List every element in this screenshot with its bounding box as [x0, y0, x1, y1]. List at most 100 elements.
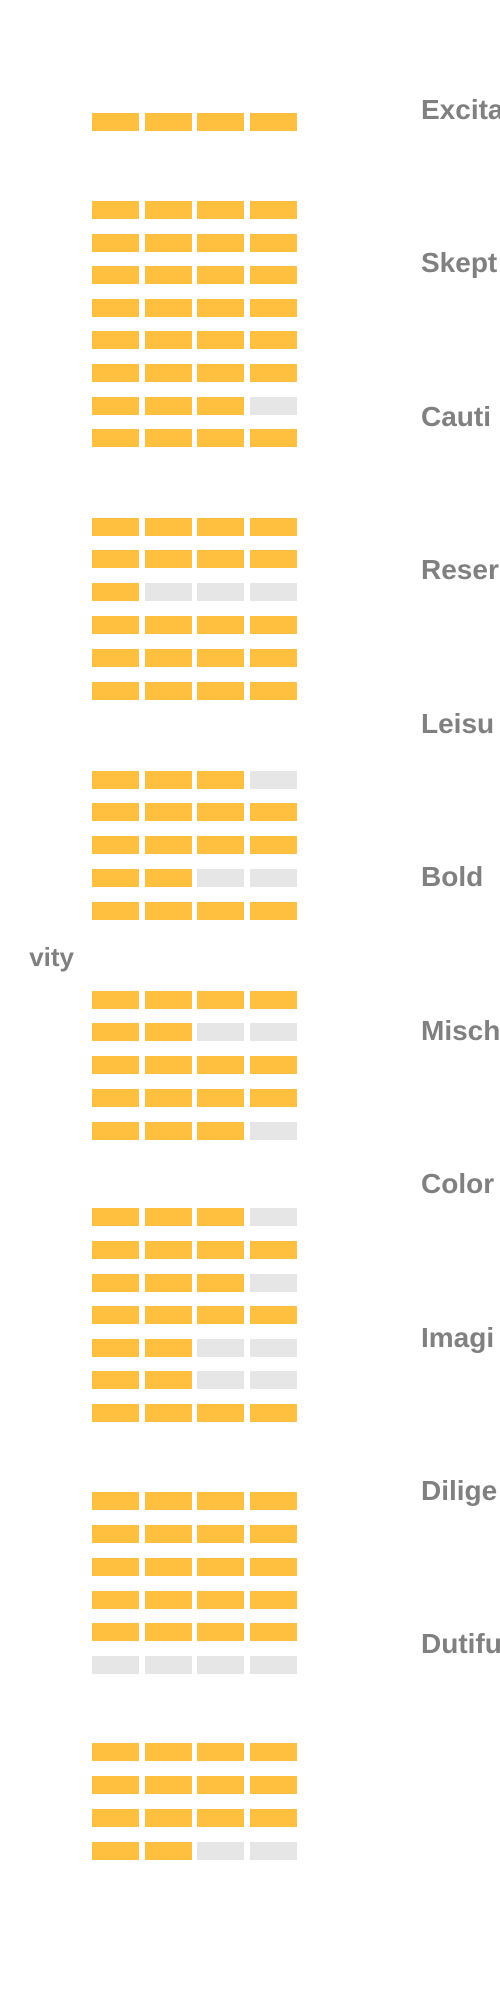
scale-segment-filled: [145, 616, 192, 634]
scale-segment-filled: [250, 836, 297, 854]
scale-segment-filled: [197, 1241, 244, 1259]
right-section-title: Excita: [421, 94, 500, 125]
scale-segment-filled: [92, 1525, 139, 1543]
scale-segment-filled: [250, 113, 297, 131]
scale-segment-filled: [250, 991, 297, 1009]
scale-segment-filled: [197, 1208, 244, 1226]
scale-segment-empty: [250, 583, 297, 601]
scale-segment-filled: [92, 836, 139, 854]
right-section-title: Misch: [421, 1015, 500, 1046]
scale-segment-empty: [197, 1656, 244, 1674]
scale-segment-filled: [145, 299, 192, 317]
scale-segment-filled: [197, 1056, 244, 1074]
scale-segment-empty: [197, 1842, 244, 1860]
scale-segment-empty: [250, 1842, 297, 1860]
scale-segment-filled: [197, 234, 244, 252]
scale-segment-filled: [197, 803, 244, 821]
scale-segment-filled: [250, 1525, 297, 1543]
scale-segment-filled: [250, 1558, 297, 1576]
scale-segment-filled: [197, 1558, 244, 1576]
scale-segment-empty: [197, 869, 244, 887]
scale-segment-filled: [197, 1623, 244, 1641]
scale-segment-filled: [145, 1241, 192, 1259]
scale-segment-filled: [197, 518, 244, 536]
scale-segment-filled: [250, 1306, 297, 1324]
scale-segment-filled: [92, 869, 139, 887]
scale-segment-filled: [250, 1809, 297, 1827]
scale-segment-filled: [197, 1404, 244, 1422]
scale-segment-empty: [250, 1208, 297, 1226]
scale-segment-filled: [145, 1089, 192, 1107]
scale-segment-filled: [145, 1404, 192, 1422]
scale-segment-filled: [92, 429, 139, 447]
scale-segment-filled: [92, 649, 139, 667]
right-section-title: Bold: [421, 861, 484, 892]
scale-segment-filled: [197, 1492, 244, 1510]
scale-segment-filled: [92, 583, 139, 601]
scale-segment-filled: [250, 1591, 297, 1609]
scale-segment-filled: [197, 1591, 244, 1609]
scale-segment-filled: [145, 1056, 192, 1074]
scale-segment-filled: [92, 113, 139, 131]
scale-segment-filled: [92, 1776, 139, 1794]
scale-segment-empty: [145, 583, 192, 601]
scale-segment-filled: [92, 397, 139, 415]
scale-segment-empty: [197, 583, 244, 601]
scale-segment-filled: [250, 682, 297, 700]
scale-segment-filled: [145, 113, 192, 131]
scale-segment-filled: [250, 1056, 297, 1074]
scale-segment-filled: [145, 649, 192, 667]
scale-segment-empty: [250, 1656, 297, 1674]
scale-segment-filled: [92, 266, 139, 284]
scale-segment-filled: [92, 1023, 139, 1041]
scale-segment-filled: [250, 1776, 297, 1794]
scale-segment-filled: [145, 1558, 192, 1576]
scale-segment-filled: [250, 1743, 297, 1761]
scale-segment-filled: [197, 1776, 244, 1794]
scale-segment-filled: [197, 836, 244, 854]
scale-segment-filled: [145, 1339, 192, 1357]
scale-segment-filled: [145, 1274, 192, 1292]
scale-segment-filled: [250, 1241, 297, 1259]
scale-segment-filled: [145, 1306, 192, 1324]
right-section-title: Dutifu: [421, 1628, 500, 1659]
scale-segment-filled: [250, 299, 297, 317]
scale-segment-filled: [92, 1623, 139, 1641]
scale-segment-filled: [145, 803, 192, 821]
scale-segment-filled: [145, 1743, 192, 1761]
scale-segment-filled: [145, 1809, 192, 1827]
scale-segment-filled: [197, 1122, 244, 1140]
scale-segment-filled: [145, 397, 192, 415]
scale-segment-filled: [92, 299, 139, 317]
scale-segment-filled: [145, 266, 192, 284]
scale-segment-filled: [92, 991, 139, 1009]
scale-segment-filled: [145, 234, 192, 252]
scale-segment-filled: [250, 364, 297, 382]
scale-segment-filled: [92, 1492, 139, 1510]
scale-segment-empty: [197, 1339, 244, 1357]
scale-segment-filled: [92, 1274, 139, 1292]
right-section-title: Leisu: [421, 708, 495, 739]
scale-chart: Validitympathynxiouso Guiltmnessnperedpl…: [29, 113, 297, 1860]
scale-segment-filled: [92, 1842, 139, 1860]
scale-segment-filled: [145, 902, 192, 920]
scale-segment-filled: [145, 1023, 192, 1041]
scale-segment-filled: [145, 518, 192, 536]
scale-segment-filled: [197, 550, 244, 568]
scale-segment-filled: [145, 1842, 192, 1860]
section-title: vity: [29, 942, 74, 972]
scale-segment-empty: [250, 1023, 297, 1041]
scale-segment-empty: [197, 1023, 244, 1041]
scale-segment-filled: [92, 771, 139, 789]
scale-segment-filled: [197, 1743, 244, 1761]
right-section-title: Imagi: [421, 1322, 495, 1353]
scale-segment-filled: [92, 1208, 139, 1226]
scale-segment-filled: [92, 364, 139, 382]
scale-segment-filled: [197, 364, 244, 382]
scale-segment-filled: [197, 266, 244, 284]
scale-segment-filled: [145, 991, 192, 1009]
scale-segment-filled: [197, 1809, 244, 1827]
scale-segment-filled: [197, 1274, 244, 1292]
scale-segment-filled: [197, 299, 244, 317]
scale-segment-filled: [145, 1591, 192, 1609]
